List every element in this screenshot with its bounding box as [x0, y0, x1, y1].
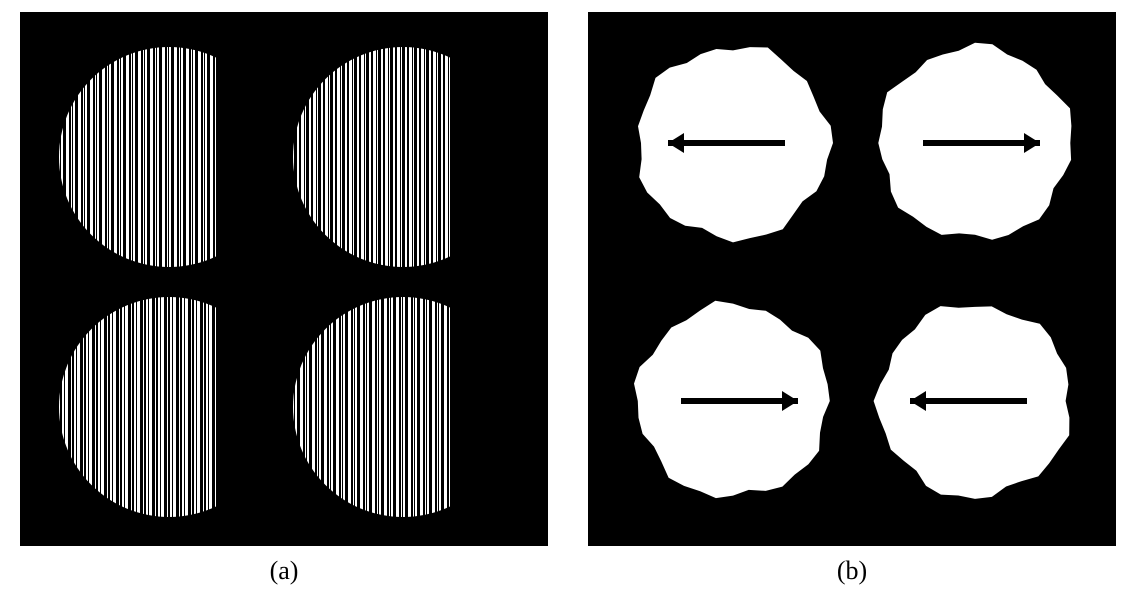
blob-1 [878, 43, 1071, 240]
arrow-head-0 [668, 133, 684, 153]
panel-b-bg [591, 15, 1113, 543]
blob-3 [874, 306, 1070, 499]
blob-0 [638, 47, 833, 242]
striped-circle-0 [59, 47, 279, 267]
panel-b-wrapper: (b) [588, 12, 1116, 586]
blob-2 [634, 301, 830, 498]
striped-circle-2 [59, 297, 279, 517]
striped-circle-1 [293, 47, 513, 267]
panel-a-bg [23, 15, 545, 543]
arrow-head-2 [782, 391, 798, 411]
panel-a-caption: (a) [270, 556, 299, 586]
arrow-head-3 [910, 391, 926, 411]
panel-b-svg [591, 15, 1113, 543]
panel-a-wrapper: (a) [20, 12, 548, 586]
arrow-head-1 [1024, 133, 1040, 153]
panel-b-caption: (b) [837, 556, 867, 586]
panel-a [20, 12, 548, 546]
panel-b [588, 12, 1116, 546]
striped-circle-3 [293, 297, 513, 517]
figure-row: (a) (b) [20, 12, 1116, 586]
